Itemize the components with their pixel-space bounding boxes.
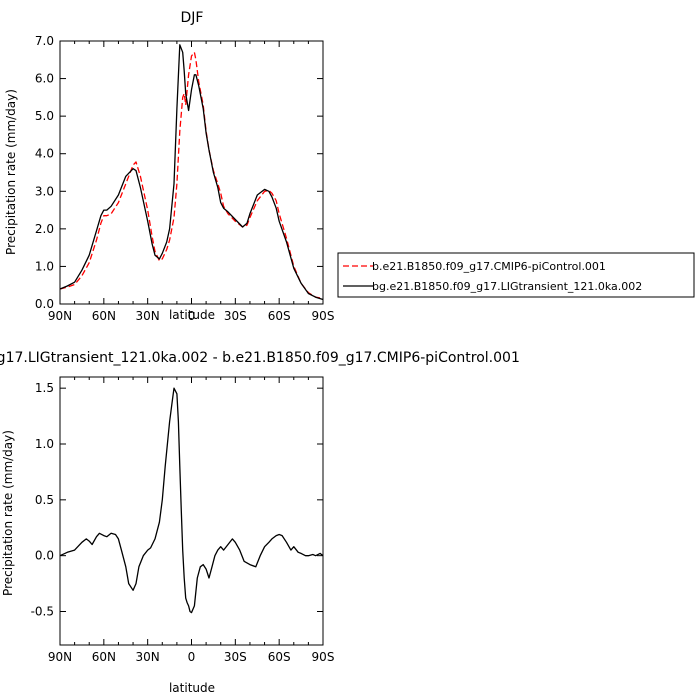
top-y-tick-label: 5.0 bbox=[35, 109, 54, 123]
bottom-x-tick-label: 90N bbox=[48, 650, 72, 664]
top-x-tick-label: 60S bbox=[268, 309, 291, 323]
bottom-y-tick-label: 0.0 bbox=[35, 549, 54, 563]
top-panel: DJF latitude Precipitation rate (mm/day)… bbox=[4, 10, 334, 323]
bottom-series-line-1 bbox=[59, 387, 324, 614]
bottom-y-axis-label: Precipitation rate (mm/day) bbox=[1, 430, 15, 596]
top-chart-title: DJF bbox=[181, 10, 204, 26]
top-y-axis-label: Precipitation rate (mm/day) bbox=[4, 89, 18, 255]
top-y-tick-label: 0.0 bbox=[35, 297, 54, 311]
bottom-panel: bg.e21.B1850.f09_g17.LIGtransient_121.0k… bbox=[0, 350, 520, 695]
legend-box bbox=[337, 252, 695, 298]
legend-entry-2: bg.e21.B1850.f09_g17.LIGtransient_121.0k… bbox=[372, 280, 642, 293]
top-y-tick-label: 3.0 bbox=[35, 184, 54, 198]
top-x-tick-label: 90S bbox=[312, 309, 335, 323]
bottom-x-tick-label: 90S bbox=[312, 650, 335, 664]
top-legend: b.e21.B1850.f09_g17.CMIP6-piControl.001b… bbox=[337, 252, 695, 298]
bottom-y-tick-label: 0.5 bbox=[35, 493, 54, 507]
top-y-tick-label: 4.0 bbox=[35, 147, 54, 161]
top-y-tick-label: 2.0 bbox=[35, 222, 54, 236]
bottom-x-tick-label: 30N bbox=[136, 650, 160, 664]
top-x-tick-label: 90N bbox=[48, 309, 72, 323]
top-x-tick-label: 0 bbox=[188, 309, 196, 323]
legend-entry-1: b.e21.B1850.f09_g17.CMIP6-piControl.001 bbox=[372, 260, 606, 273]
bottom-y-tick-label: -0.5 bbox=[31, 605, 54, 619]
bottom-plot-frame bbox=[59, 376, 324, 646]
bottom-x-tick-label: 0 bbox=[188, 650, 196, 664]
bottom-y-tick-label: 1.5 bbox=[35, 381, 54, 395]
bottom-x-axis-label: latitude bbox=[169, 681, 215, 695]
top-y-tick-label: 1.0 bbox=[35, 259, 54, 273]
top-y-tick-label: 7.0 bbox=[35, 34, 54, 48]
top-y-tick-label: 6.0 bbox=[35, 72, 54, 86]
top-series-line-2 bbox=[59, 44, 324, 301]
top-x-axis-label: latitude bbox=[169, 308, 215, 322]
bottom-x-tick-label: 60N bbox=[92, 650, 116, 664]
top-x-tick-label: 30N bbox=[136, 309, 160, 323]
bottom-y-tick-label: 1.0 bbox=[35, 437, 54, 451]
top-series-line-1 bbox=[59, 51, 324, 300]
bottom-x-tick-label: 30S bbox=[224, 650, 247, 664]
top-x-tick-label: 30S bbox=[224, 309, 247, 323]
bottom-chart-title: bg.e21.B1850.f09_g17.LIGtransient_121.0k… bbox=[0, 350, 520, 366]
bottom-x-tick-label: 60S bbox=[268, 650, 291, 664]
top-plot-frame bbox=[59, 40, 324, 305]
top-x-tick-label: 60N bbox=[92, 309, 116, 323]
